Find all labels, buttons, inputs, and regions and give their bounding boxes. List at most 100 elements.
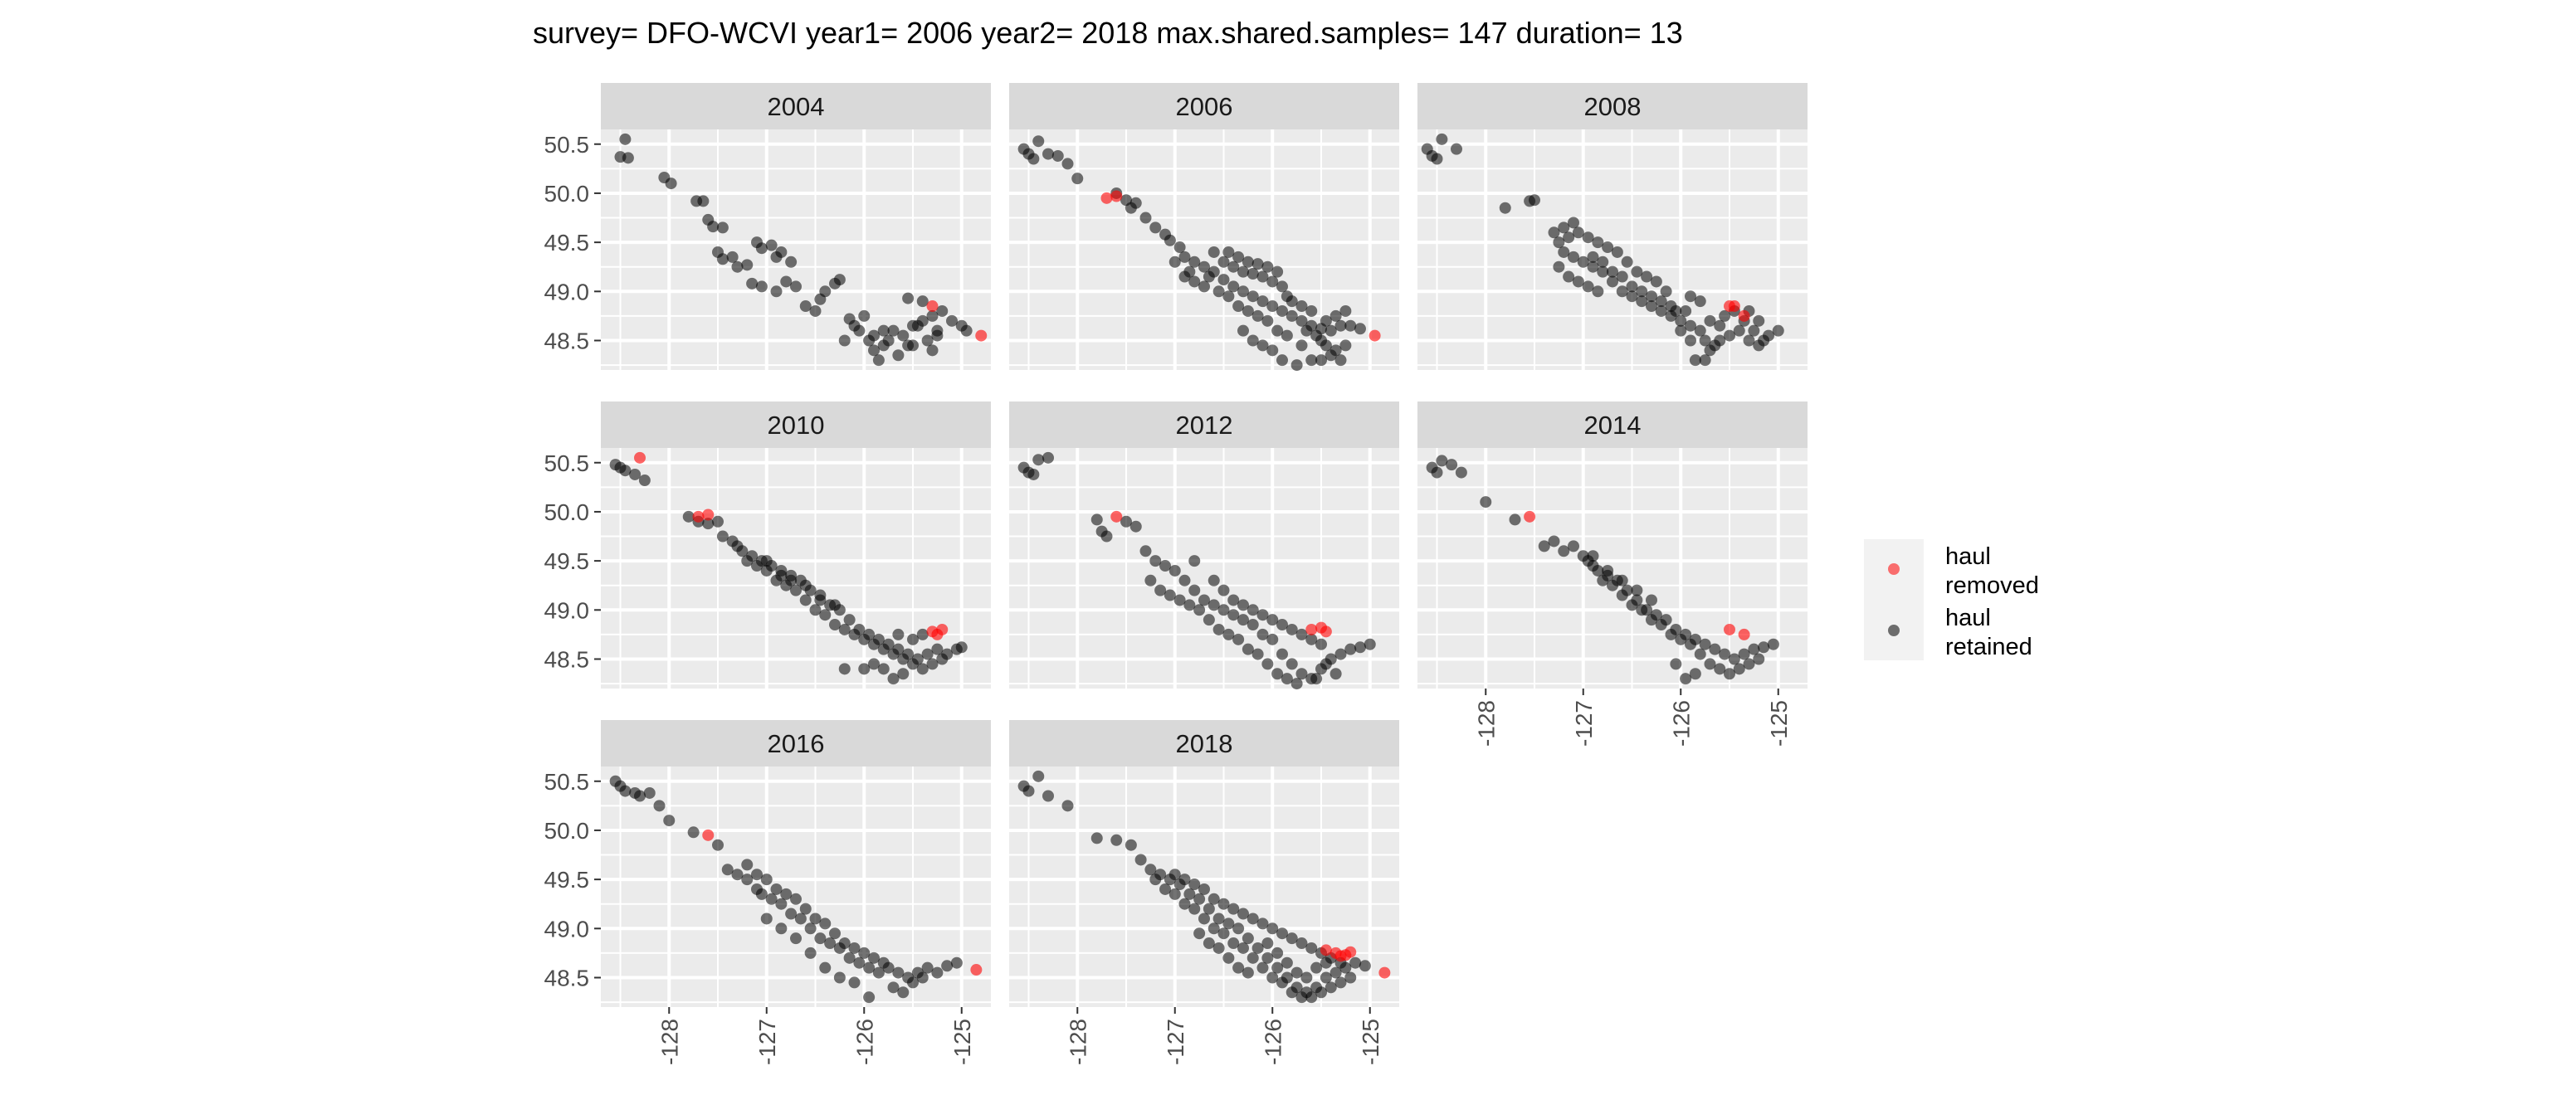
data-point-removed bbox=[1305, 623, 1318, 635]
data-point-retained bbox=[1553, 260, 1565, 273]
facet-strip bbox=[1417, 402, 1808, 448]
data-point-retained bbox=[926, 344, 939, 357]
data-point-retained bbox=[1295, 300, 1308, 313]
data-point-retained bbox=[1568, 540, 1579, 552]
data-point-retained bbox=[760, 874, 773, 886]
data-point-retained bbox=[1636, 604, 1648, 616]
facet-panel-2010: 2010 bbox=[601, 402, 991, 689]
data-point-retained bbox=[619, 785, 632, 797]
data-point-retained bbox=[848, 628, 861, 640]
data-point-removed bbox=[1524, 510, 1536, 523]
data-point-retained bbox=[1242, 932, 1254, 945]
data-point-retained bbox=[1159, 560, 1171, 572]
data-point-retained bbox=[1222, 917, 1235, 930]
data-point-retained bbox=[1183, 265, 1196, 278]
data-point-retained bbox=[1198, 594, 1210, 606]
data-point-retained bbox=[1587, 560, 1599, 572]
data-point-retained bbox=[785, 256, 798, 268]
data-point-retained bbox=[1227, 594, 1240, 606]
data-point-retained bbox=[1305, 991, 1318, 1004]
data-point-retained bbox=[716, 530, 729, 543]
data-point-retained bbox=[1553, 236, 1565, 249]
data-point-retained bbox=[1320, 339, 1332, 352]
data-point-retained bbox=[1758, 334, 1770, 347]
data-point-retained bbox=[1227, 903, 1240, 915]
data-point-retained bbox=[765, 893, 778, 905]
y-tick-label: 49.5 bbox=[544, 867, 590, 893]
data-point-retained bbox=[1193, 893, 1206, 905]
facet-strip-label: 2006 bbox=[1176, 92, 1233, 121]
data-point-removed bbox=[1344, 946, 1357, 958]
y-tick-label: 49.0 bbox=[544, 279, 590, 304]
x-tick-label: -128 bbox=[1065, 1019, 1090, 1065]
data-point-retained bbox=[687, 826, 700, 839]
facet-panel-2014: 2014 bbox=[1417, 402, 1808, 689]
data-point-retained bbox=[887, 981, 900, 994]
data-point-retained bbox=[1665, 300, 1677, 313]
data-point-retained bbox=[1271, 947, 1284, 959]
data-point-retained bbox=[619, 133, 632, 145]
data-point-retained bbox=[1208, 893, 1220, 905]
data-point-retained bbox=[838, 663, 851, 675]
data-point-retained bbox=[1558, 545, 1570, 557]
legend: haul removed haul retained bbox=[1864, 539, 2039, 660]
x-tick-label: -126 bbox=[851, 1019, 877, 1065]
data-point-retained bbox=[1300, 324, 1313, 337]
data-point-retained bbox=[1685, 334, 1696, 347]
data-point-retained bbox=[1281, 329, 1293, 342]
data-point-removed bbox=[702, 509, 715, 521]
data-point-retained bbox=[1655, 304, 1667, 317]
data-point-removed bbox=[1320, 625, 1332, 638]
data-point-retained bbox=[1222, 246, 1235, 258]
data-point-retained bbox=[1251, 258, 1264, 270]
data-point-retained bbox=[804, 947, 817, 959]
data-point-retained bbox=[1339, 339, 1352, 352]
data-point-retained bbox=[1237, 942, 1249, 954]
data-point-retained bbox=[1572, 275, 1584, 288]
data-point-retained bbox=[1256, 961, 1269, 974]
facet-panel-2006: 2006 bbox=[1009, 83, 1399, 372]
data-point-removed bbox=[1110, 510, 1123, 523]
data-point-retained bbox=[1276, 927, 1288, 940]
data-point-retained bbox=[1227, 609, 1240, 621]
data-point-retained bbox=[1232, 633, 1245, 645]
data-point-retained bbox=[1247, 912, 1259, 925]
y-tick-label: 49.5 bbox=[544, 230, 590, 256]
data-point-retained bbox=[819, 961, 832, 974]
x-tick-label: -127 bbox=[1571, 700, 1597, 747]
data-point-retained bbox=[1714, 319, 1726, 332]
data-point-retained bbox=[941, 960, 954, 972]
facet-strip bbox=[601, 720, 991, 766]
data-point-retained bbox=[1188, 584, 1201, 596]
data-point-retained bbox=[1247, 290, 1259, 303]
data-point-retained bbox=[936, 653, 949, 665]
data-point-retained bbox=[1110, 834, 1123, 846]
data-point-retained bbox=[1261, 951, 1274, 964]
data-point-retained bbox=[770, 285, 783, 298]
data-point-retained bbox=[1261, 937, 1274, 950]
data-point-retained bbox=[1334, 648, 1347, 660]
data-point-retained bbox=[1728, 653, 1740, 665]
data-point-retained bbox=[1237, 265, 1249, 278]
data-point-retained bbox=[1359, 960, 1371, 972]
data-point-retained bbox=[1276, 976, 1288, 989]
data-point-retained bbox=[829, 927, 841, 940]
data-point-retained bbox=[1237, 324, 1249, 337]
data-point-retained bbox=[1227, 937, 1240, 950]
data-point-retained bbox=[702, 518, 715, 530]
data-point-retained bbox=[1558, 246, 1570, 258]
data-point-retained bbox=[1631, 265, 1643, 278]
data-point-retained bbox=[897, 986, 910, 999]
data-point-retained bbox=[663, 815, 676, 827]
data-point-retained bbox=[785, 574, 798, 586]
data-point-retained bbox=[877, 643, 890, 655]
legend-key bbox=[1888, 563, 1900, 575]
data-point-retained bbox=[726, 251, 739, 263]
y-tick-label: 50.0 bbox=[544, 499, 590, 525]
data-point-retained bbox=[1178, 251, 1191, 263]
x-tick-label: -125 bbox=[949, 1019, 975, 1065]
facet-strip bbox=[1417, 83, 1808, 129]
data-point-retained bbox=[1042, 790, 1054, 802]
data-point-retained bbox=[1646, 614, 1657, 626]
data-point-retained bbox=[921, 961, 934, 974]
